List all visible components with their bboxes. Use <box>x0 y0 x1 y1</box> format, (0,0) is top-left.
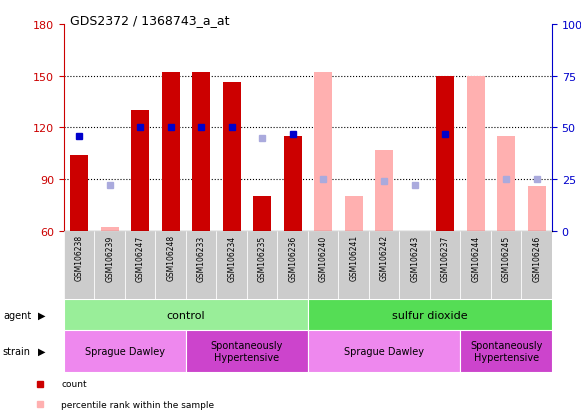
Bar <box>162 73 180 231</box>
Bar <box>314 73 332 231</box>
Bar <box>277 231 308 299</box>
Bar <box>375 150 393 231</box>
Bar <box>345 197 363 231</box>
Bar <box>186 231 216 299</box>
Bar <box>192 73 210 231</box>
Bar <box>284 137 302 231</box>
Bar <box>253 197 271 231</box>
Bar <box>460 330 552 372</box>
Bar <box>308 231 338 299</box>
Text: GSM106245: GSM106245 <box>502 235 511 281</box>
Bar <box>223 83 241 231</box>
Bar <box>131 111 149 231</box>
Text: GSM106243: GSM106243 <box>410 235 419 281</box>
Text: sulfur dioxide: sulfur dioxide <box>392 310 468 320</box>
Bar <box>247 231 277 299</box>
Bar <box>430 231 460 299</box>
Bar <box>186 330 308 372</box>
Text: GSM106239: GSM106239 <box>105 235 114 281</box>
Bar <box>308 299 552 330</box>
Text: ▶: ▶ <box>38 346 45 356</box>
Text: percentile rank within the sample: percentile rank within the sample <box>61 400 214 409</box>
Text: GSM106240: GSM106240 <box>319 235 328 281</box>
Text: GSM106236: GSM106236 <box>288 235 297 281</box>
Bar <box>64 330 186 372</box>
Bar <box>338 231 369 299</box>
Text: GSM106244: GSM106244 <box>471 235 480 281</box>
Bar <box>497 137 515 231</box>
Bar <box>369 231 399 299</box>
Text: GSM106233: GSM106233 <box>197 235 206 281</box>
Text: strain: strain <box>3 346 31 356</box>
Text: agent: agent <box>3 310 31 320</box>
Text: GSM106241: GSM106241 <box>349 235 358 281</box>
Text: GSM106238: GSM106238 <box>75 235 84 281</box>
Bar <box>70 156 88 231</box>
Bar <box>64 299 308 330</box>
Text: GSM106237: GSM106237 <box>441 235 450 281</box>
Bar <box>125 231 156 299</box>
Bar <box>460 231 491 299</box>
Text: GSM106234: GSM106234 <box>227 235 236 281</box>
Text: Spontaneously
Hypertensive: Spontaneously Hypertensive <box>470 340 543 362</box>
Bar <box>101 228 119 231</box>
Text: GSM106246: GSM106246 <box>532 235 541 281</box>
Text: GDS2372 / 1368743_a_at: GDS2372 / 1368743_a_at <box>70 14 229 27</box>
Text: GSM106242: GSM106242 <box>380 235 389 281</box>
Text: ▶: ▶ <box>38 310 45 320</box>
Text: count: count <box>61 380 87 388</box>
Bar <box>436 76 454 231</box>
Bar <box>64 231 94 299</box>
Text: Sprague Dawley: Sprague Dawley <box>344 346 424 356</box>
Bar <box>399 231 430 299</box>
Text: GSM106247: GSM106247 <box>136 235 145 281</box>
Text: control: control <box>167 310 205 320</box>
Bar <box>522 231 552 299</box>
Bar <box>94 231 125 299</box>
Bar <box>467 76 485 231</box>
Bar <box>308 330 460 372</box>
Bar <box>528 187 546 231</box>
Text: Sprague Dawley: Sprague Dawley <box>85 346 165 356</box>
Text: GSM106248: GSM106248 <box>166 235 175 281</box>
Text: Spontaneously
Hypertensive: Spontaneously Hypertensive <box>211 340 283 362</box>
Bar <box>491 231 521 299</box>
Bar <box>155 231 186 299</box>
Bar <box>216 231 247 299</box>
Text: GSM106235: GSM106235 <box>258 235 267 281</box>
